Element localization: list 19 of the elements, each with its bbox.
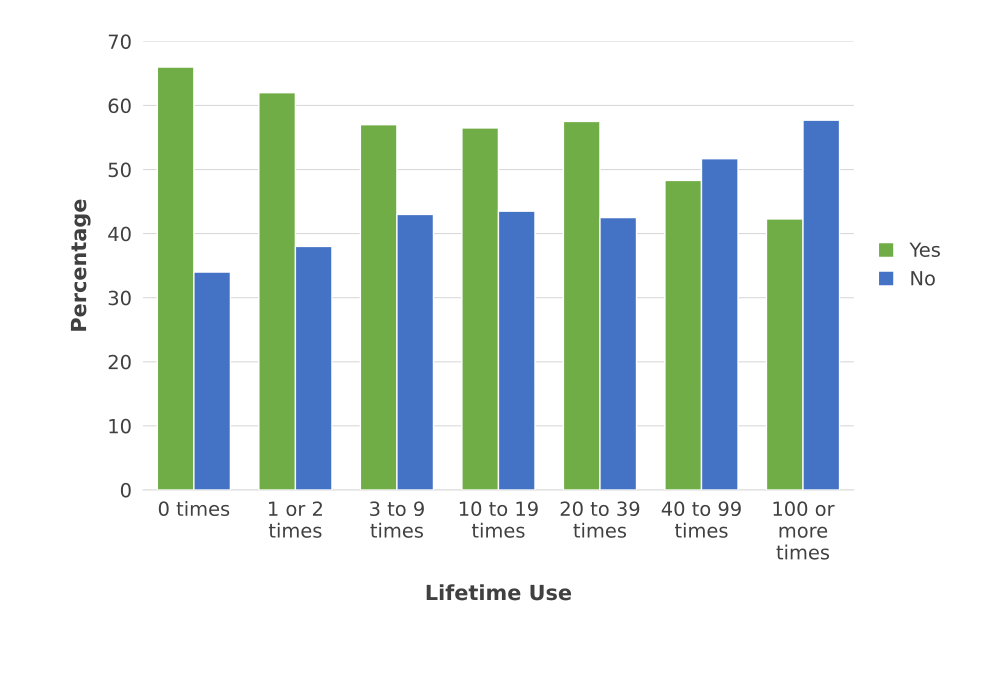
- y-tick-label: 40: [108, 226, 131, 242]
- x-tick-label: 1 or 2 times: [268, 501, 322, 538]
- x-tick-label: 20 to 39 times: [560, 501, 640, 538]
- x-tick-label: 10 to 19 times: [460, 501, 538, 538]
- x-axis-title: Lifetime Use: [426, 584, 572, 600]
- x-tick-label: 100 or more times: [774, 501, 835, 560]
- x-tick-label: 0 times: [158, 501, 230, 516]
- x-tick-label: 40 to 99 times: [662, 501, 741, 538]
- y-axis-title: Percentage: [70, 200, 91, 331]
- x-tick-label: 3 to 9 times: [370, 501, 424, 538]
- y-tick-label: 70: [108, 34, 131, 50]
- y-tick-label: 30: [108, 290, 131, 306]
- y-tick-label: 10: [109, 418, 131, 434]
- y-tick-label: 50: [108, 162, 131, 178]
- y-tick-label: 20: [108, 354, 131, 370]
- legend-label: No: [911, 271, 935, 286]
- legend-label: Yes: [909, 242, 940, 258]
- y-tick-label: 0: [120, 482, 131, 498]
- y-tick-label: 60: [108, 98, 131, 114]
